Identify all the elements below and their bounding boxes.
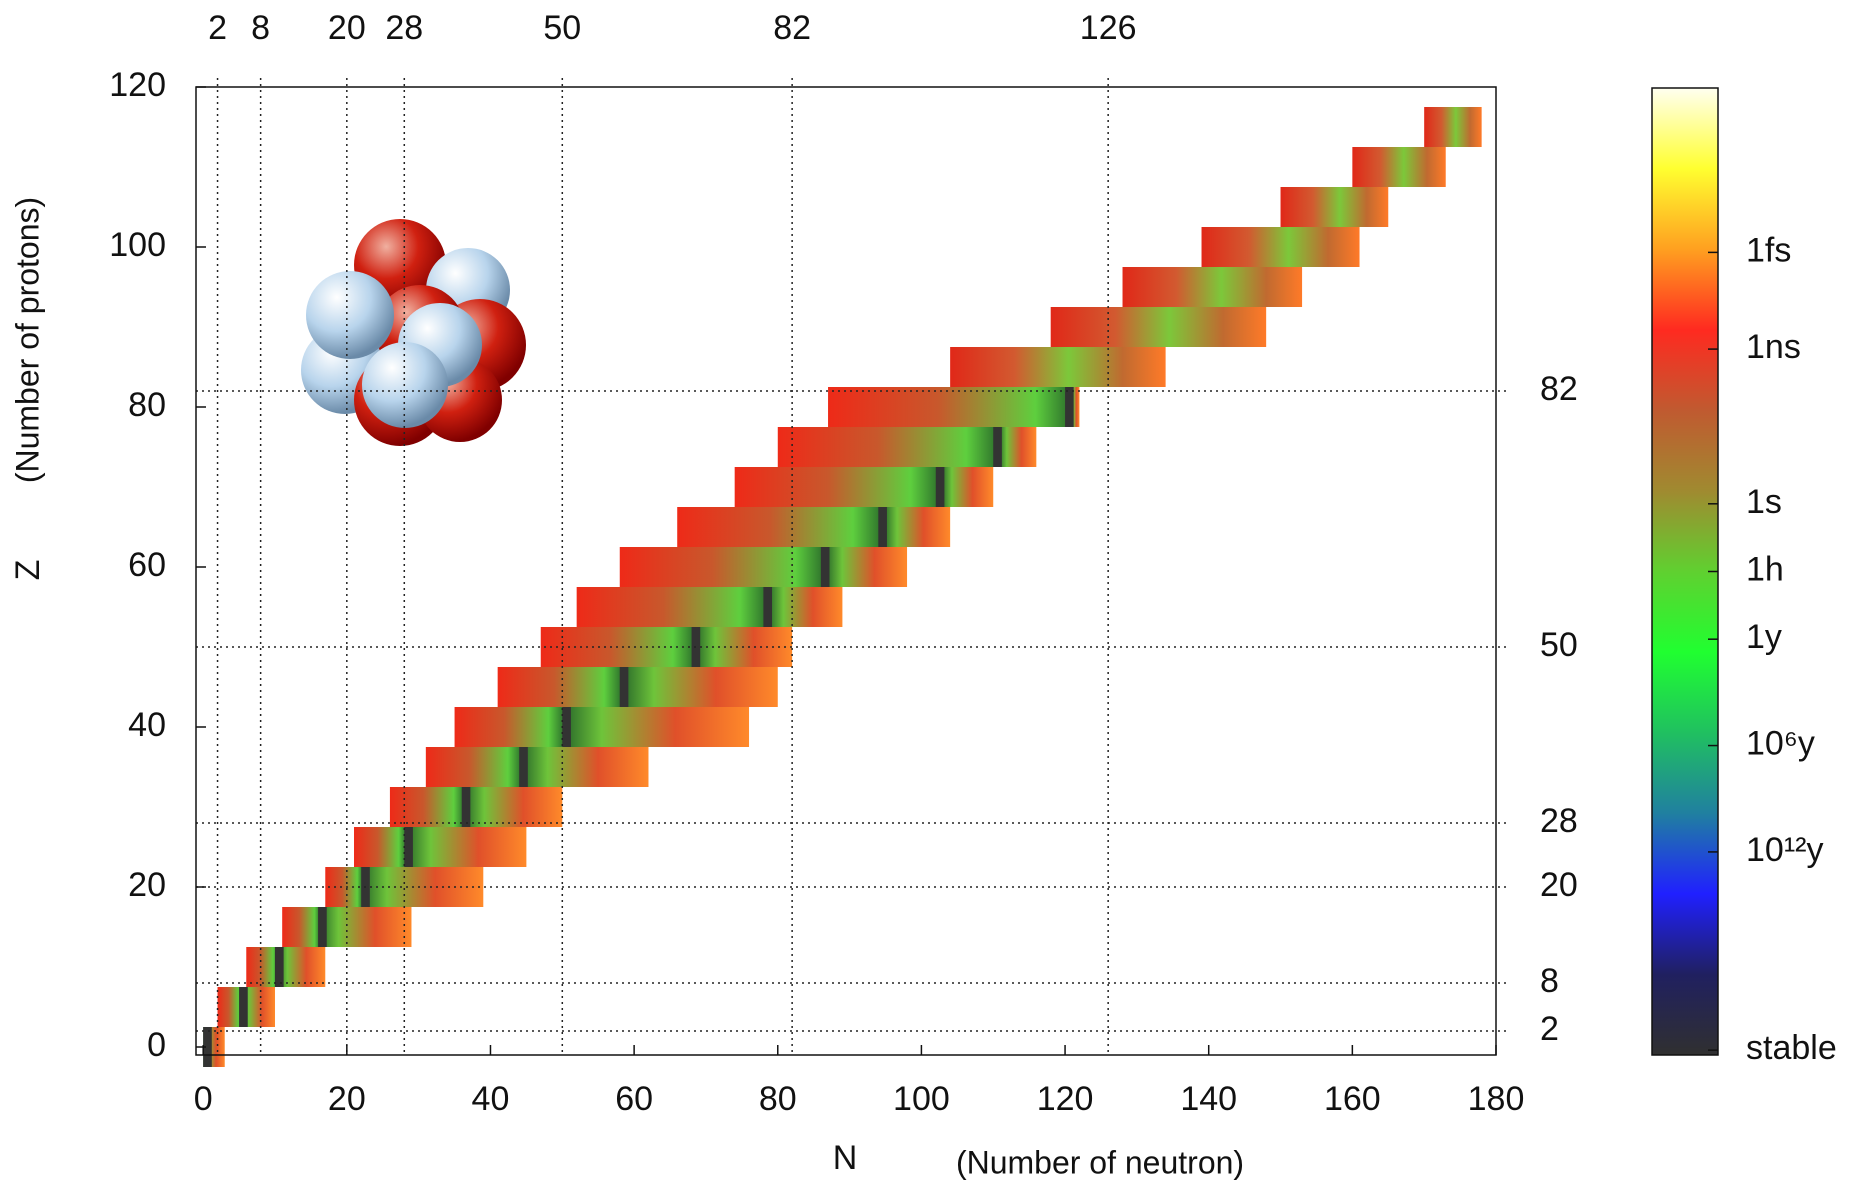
stable-nuclide <box>404 827 413 867</box>
y-tick-label: 120 <box>109 66 166 104</box>
nuclide-row <box>1352 147 1446 187</box>
nuclide-row <box>497 667 778 707</box>
y-tick-label: 80 <box>128 386 166 424</box>
nuclide-row <box>828 387 1080 427</box>
stable-nuclide <box>461 787 471 827</box>
y-tick-label: 20 <box>128 866 166 904</box>
nuclide-row <box>354 827 527 867</box>
nuclide-row <box>1424 107 1482 147</box>
stable-nuclide <box>318 907 327 947</box>
nuclide-row <box>246 947 326 987</box>
stable-nuclide <box>619 667 629 707</box>
nuclide-row <box>1201 227 1360 267</box>
stable-nuclide <box>1065 387 1074 427</box>
stable-nuclide <box>993 427 1002 467</box>
colorbar-label: 1h <box>1746 550 1784 588</box>
stable-nuclide <box>275 947 284 987</box>
x-tick-label: 20 <box>328 1080 366 1118</box>
stable-nuclide <box>239 987 248 1027</box>
colorbar <box>1651 87 1719 1056</box>
colorbar-label: stable <box>1746 1029 1837 1067</box>
stable-nuclide <box>203 1027 212 1067</box>
colorbar-label: 1fs <box>1746 231 1791 269</box>
magic-z-label: 82 <box>1540 370 1578 408</box>
nuclide-row <box>454 707 750 747</box>
magic-z-label: 28 <box>1540 802 1578 840</box>
nuclide-row <box>540 627 793 667</box>
y-tick-label: 40 <box>128 706 166 744</box>
nuclide-row <box>677 507 951 547</box>
stable-nuclide <box>763 587 773 627</box>
x-label-note: (Number of neutron) <box>956 1144 1244 1180</box>
magic-n-label: 50 <box>543 9 581 47</box>
colorbar-label: 10¹²y <box>1746 831 1823 869</box>
x-tick-label: 100 <box>893 1080 950 1118</box>
nuclide-row <box>1122 267 1303 307</box>
y-label: Z <box>9 560 47 581</box>
y-tick-label: 0 <box>147 1026 166 1064</box>
x-tick-label: 160 <box>1324 1080 1381 1118</box>
nuclide-row <box>734 467 994 507</box>
nuclide-row <box>1280 187 1389 227</box>
x-tick-label: 60 <box>615 1080 653 1118</box>
magic-n-label: 82 <box>773 9 811 47</box>
x-tick-label: 140 <box>1180 1080 1237 1118</box>
magic-z-label: 2 <box>1540 1010 1559 1048</box>
y-tick-label: 100 <box>109 226 166 264</box>
magic-z-label: 8 <box>1540 962 1559 1000</box>
nuclide-row <box>389 787 563 827</box>
colorbar-label: 1s <box>1746 483 1782 521</box>
stable-nuclide <box>519 747 528 787</box>
magic-n-label: 2 <box>208 9 227 47</box>
stable-nuclide <box>878 507 887 547</box>
y-label-note: (Number of protons) <box>9 197 45 483</box>
nuclide-row <box>1050 307 1267 347</box>
magic-n-label: 20 <box>328 9 366 47</box>
x-label: N <box>833 1139 858 1177</box>
stable-nuclide <box>562 707 571 747</box>
nuclide-row <box>425 747 649 787</box>
x-tick-label: 120 <box>1037 1080 1094 1118</box>
nucleus-icon <box>301 219 526 446</box>
stable-nuclide <box>935 467 945 507</box>
plot-frame <box>195 86 1497 1056</box>
y-tick-label: 60 <box>128 546 166 584</box>
stable-nuclide <box>820 547 830 587</box>
nuclide-row <box>619 547 908 587</box>
nuclide-row <box>950 347 1166 387</box>
magic-n-label: 126 <box>1080 9 1137 47</box>
colorbar-label: 10⁶y <box>1746 725 1815 763</box>
x-tick-label: 180 <box>1468 1080 1525 1118</box>
magic-z-label: 50 <box>1540 626 1578 664</box>
magic-n-label: 8 <box>251 9 270 47</box>
colorbar-label: 1y <box>1746 618 1782 656</box>
colorbar-label: 1ns <box>1746 328 1801 366</box>
magic-z-label: 20 <box>1540 866 1578 904</box>
x-tick-label: 40 <box>472 1080 510 1118</box>
magic-n-label: 28 <box>385 9 423 47</box>
x-tick-label: 0 <box>194 1080 213 1118</box>
x-tick-label: 80 <box>759 1080 797 1118</box>
plot-layer <box>203 107 1482 1067</box>
nuclide-row <box>576 587 843 627</box>
